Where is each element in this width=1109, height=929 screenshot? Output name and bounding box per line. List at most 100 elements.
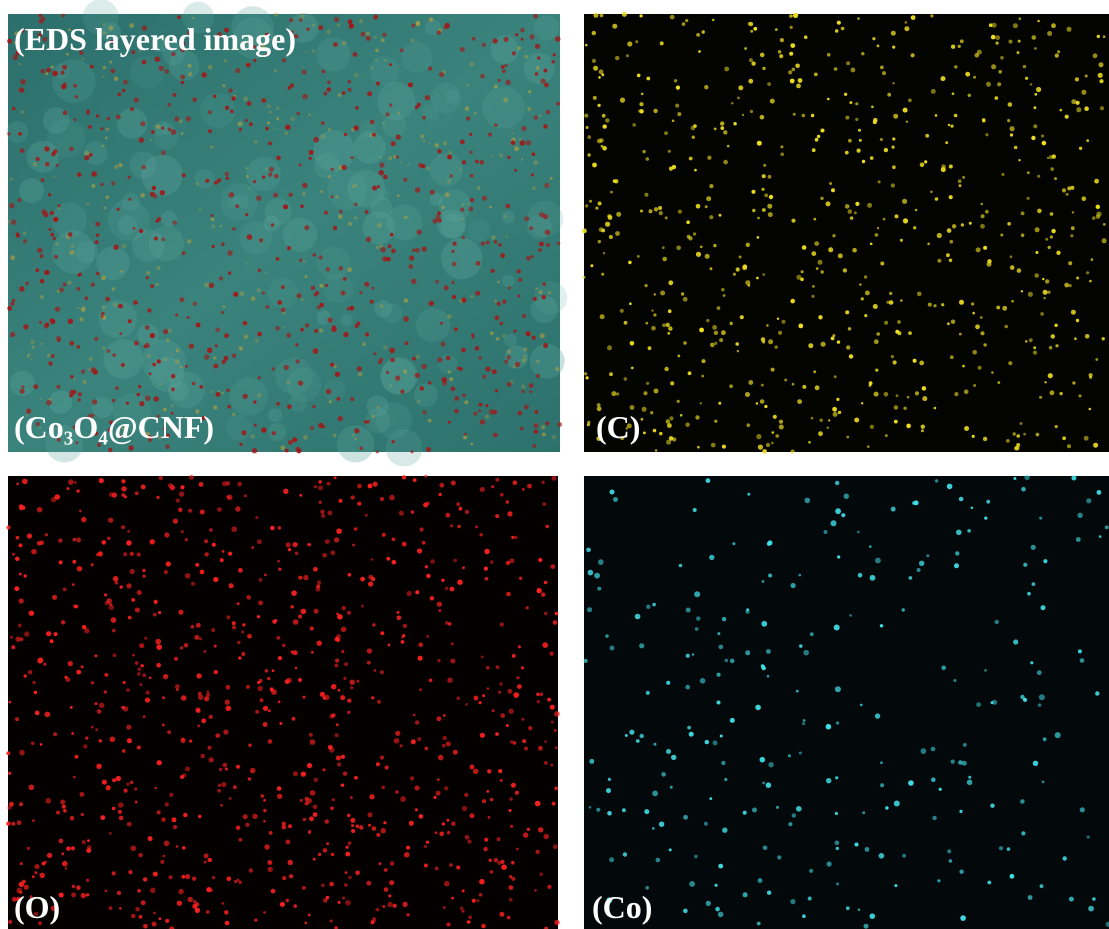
dot — [873, 118, 878, 123]
dot — [814, 241, 819, 246]
dot — [140, 121, 145, 126]
dot — [204, 354, 210, 360]
dot — [835, 812, 838, 815]
dot — [1036, 87, 1041, 92]
dot — [236, 826, 240, 830]
dot — [69, 147, 74, 152]
dot — [812, 285, 815, 288]
dot — [610, 646, 615, 651]
dot — [389, 103, 392, 106]
dot — [544, 581, 548, 585]
dot — [380, 304, 384, 308]
dot — [246, 263, 248, 265]
dot — [384, 887, 389, 892]
dot — [932, 816, 936, 820]
dot — [21, 385, 24, 388]
dot — [722, 445, 726, 449]
dot — [788, 70, 792, 74]
dot — [808, 897, 812, 901]
dot — [257, 393, 262, 398]
dot — [39, 873, 45, 879]
dot — [116, 208, 119, 211]
dot — [791, 449, 795, 453]
dot — [448, 151, 452, 155]
dot — [40, 343, 43, 346]
dot — [780, 145, 783, 148]
dot — [287, 246, 291, 250]
dot — [108, 448, 112, 452]
dot — [366, 881, 371, 886]
dot — [45, 712, 51, 718]
dot — [959, 870, 963, 874]
dot — [1013, 23, 1018, 28]
dot — [423, 139, 426, 142]
dot — [1067, 186, 1071, 190]
dot — [51, 497, 56, 502]
dot — [669, 436, 674, 441]
dot — [405, 341, 409, 345]
dot — [479, 701, 482, 704]
dot — [589, 806, 592, 809]
dot — [949, 195, 953, 199]
dot — [554, 729, 557, 732]
dot — [624, 321, 628, 325]
dot — [509, 885, 514, 890]
dot — [78, 392, 82, 396]
dot — [766, 443, 770, 447]
dot — [717, 632, 720, 635]
dot — [1038, 703, 1041, 706]
dot — [268, 739, 273, 744]
dot — [714, 331, 718, 335]
dot — [198, 692, 202, 696]
dot — [205, 552, 209, 556]
dot — [656, 858, 661, 863]
dot — [200, 570, 205, 575]
dot — [895, 214, 899, 218]
dot — [354, 203, 357, 206]
dot — [208, 65, 213, 70]
dot — [1094, 179, 1099, 184]
dot — [457, 525, 460, 528]
dot — [705, 205, 708, 208]
dot — [1023, 433, 1026, 436]
dot — [790, 26, 793, 29]
dot — [257, 539, 262, 544]
dot — [644, 809, 649, 814]
dot — [156, 644, 162, 650]
dot — [154, 237, 158, 241]
dot — [626, 54, 629, 57]
dot — [408, 163, 410, 165]
dot — [694, 855, 698, 859]
dot — [710, 343, 715, 348]
dot — [522, 314, 526, 318]
dot — [229, 583, 234, 588]
dot — [330, 363, 334, 367]
dot — [653, 109, 657, 113]
dot — [62, 14, 65, 17]
dot — [639, 643, 644, 648]
dot — [277, 560, 280, 563]
dot — [343, 772, 347, 776]
dot — [102, 145, 104, 147]
dot — [757, 141, 762, 146]
dot — [599, 227, 604, 232]
dot — [391, 249, 396, 254]
dot — [1076, 319, 1079, 322]
dot — [447, 678, 452, 683]
dot — [1057, 50, 1060, 53]
dot — [832, 234, 835, 237]
dot — [72, 583, 75, 586]
dot — [313, 805, 318, 810]
dot — [521, 666, 524, 669]
dot — [521, 390, 525, 394]
dot — [522, 488, 525, 491]
dot — [492, 155, 494, 157]
dot — [181, 485, 185, 489]
dot — [637, 255, 640, 258]
dot — [161, 238, 165, 242]
dot — [762, 273, 765, 276]
dot — [949, 259, 953, 263]
dot — [519, 577, 522, 580]
dot — [344, 662, 348, 666]
dot — [486, 666, 490, 670]
